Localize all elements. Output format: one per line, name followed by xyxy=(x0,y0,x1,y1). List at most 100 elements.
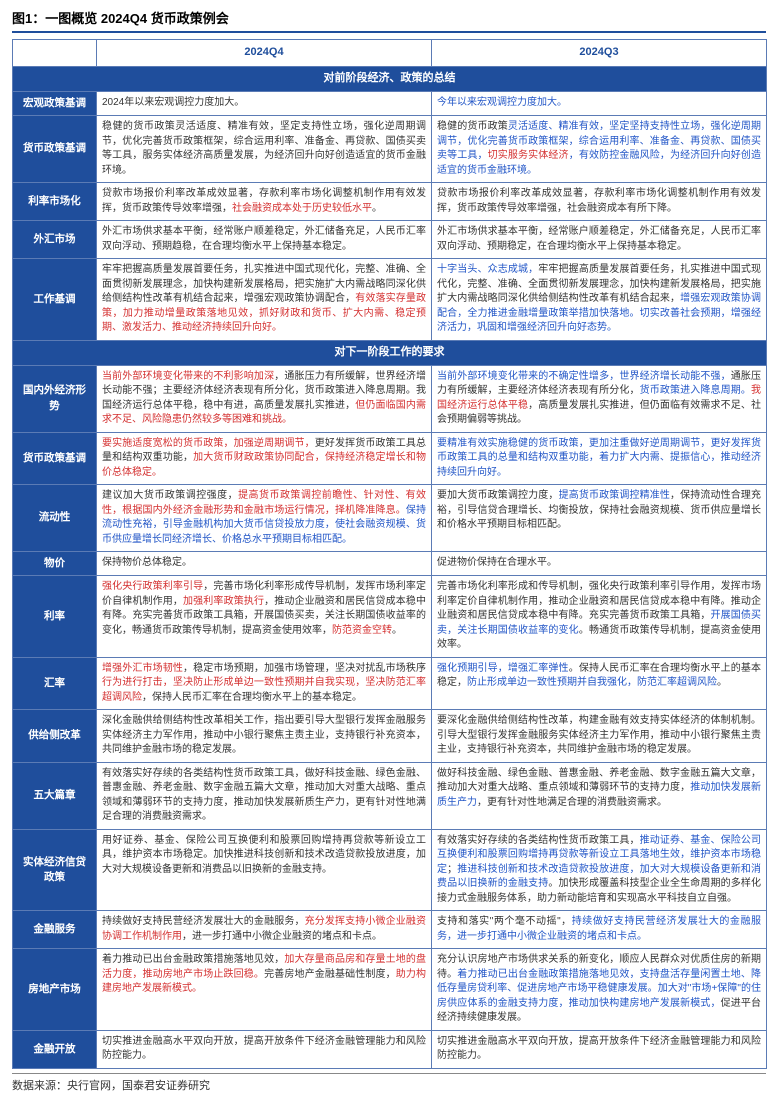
text-fragment: ，保持人民币汇率在合理均衡水平上的基本稳定。 xyxy=(142,692,362,703)
text-fragment: 稳健的货币政策灵活适度、精准有效，坚定支持性立场，强化逆周期调节，优化完善货币政… xyxy=(102,121,426,176)
cell-q3: 强化预期引导，增强汇率弹性。保持人民币汇率在合理均衡水平上的基本稳定，防止形成单… xyxy=(432,657,767,710)
cell-q3: 有效落实好存续的各类结构性货币政策工具，推动证券、基金、保险公司互换便利和股票回… xyxy=(432,829,767,911)
text-fragment: 。 xyxy=(372,203,382,214)
text-fragment: 切实推进金融高水平双向开放，提高开放条件下经济金融管理能力和风险防控能力。 xyxy=(102,1036,426,1062)
cell-q4: 牢牢把握高质量发展首要任务，扎实推进中国式现代化，完整、准确、全面贯彻新发展理念… xyxy=(97,259,432,341)
text-fragment: 要精准有效实施稳健的货币政策，更加注重做好逆周期调节，更好发挥货币政策工具的总量… xyxy=(437,438,761,478)
cell-q3: 外汇市场供求基本平衡，经常账户顺差稳定，外汇储备充足，人民币汇率双向浮动、预期稳… xyxy=(432,221,767,259)
row-label: 货币政策基调 xyxy=(13,116,97,183)
row-label: 供给侧改革 xyxy=(13,710,97,763)
text-fragment: 保持物价总体稳定。 xyxy=(102,557,192,568)
text-fragment: 增强外汇市场韧性 xyxy=(102,663,183,674)
cell-q4: 建议加大货币政策调控强度，提高货币政策调控前瞻性、针对性、有效性，根据国内外经济… xyxy=(97,485,432,552)
cell-q3: 切实推进金融高水平双向开放，提高开放条件下经济金融管理能力和风险防控能力。 xyxy=(432,1030,767,1068)
text-fragment: 今年以来宏观调控力度加大。 xyxy=(437,97,567,108)
col-q4: 2024Q4 xyxy=(97,40,432,67)
text-fragment: 。 xyxy=(392,625,402,636)
cell-q4: 要实施适度宽松的货币政策，加强逆周期调节，更好发挥货币政策工具总量和结构双重功能… xyxy=(97,432,432,485)
text-fragment: 要实施适度宽松的货币政策，加强逆周期调节， xyxy=(102,438,315,449)
text-fragment: 持续做好支持民营经济发展壮大的金融服务， xyxy=(102,916,305,927)
cell-q3: 稳健的货币政策灵活适度、精准有效，坚定坚持支持性立场，强化逆周期调节，优化完善货… xyxy=(432,116,767,183)
row-label: 外汇市场 xyxy=(13,221,97,259)
cell-q4: 2024年以来宏观调控力度加大。 xyxy=(97,91,432,115)
row-label: 汇率 xyxy=(13,657,97,710)
text-fragment: 有效落实好存续的各类结构性货币政策工具， xyxy=(437,835,640,846)
cell-q3: 当前外部环境变化带来的不确定性增多，世界经济增长动能不强，通胀压力有所缓解，主要… xyxy=(432,365,767,432)
text-fragment: 有效落实好存续的各类结构性货币政策工具，做好科技金融、绿色金融、普惠金融、养老金… xyxy=(102,768,426,823)
cell-q3: 促进物价保持在合理水平。 xyxy=(432,552,767,576)
cell-q3: 充分认识房地产市场供求关系的新变化，顺应人民群众对优质住房的新期待。着力推动已出… xyxy=(432,949,767,1031)
cell-q3: 支持和落实"两个毫不动摇"，持续做好支持民营经济发展壮大的金融服务，进一步打通中… xyxy=(432,911,767,949)
data-source: 数据来源：央行官网，国泰君安证券研究 xyxy=(12,1073,766,1093)
cell-q4: 稳健的货币政策灵活适度、精准有效，坚定支持性立场，强化逆周期调节，优化完善货币政… xyxy=(97,116,432,183)
text-fragment: 贷款市场报价利率改革成效显著，存款利率市场化调整机制作用有效发挥，货币政策传导效… xyxy=(437,188,761,214)
cell-q4: 贷款市场报价利率改革成效显著，存款利率市场化调整机制作用有效发挥，货币政策传导效… xyxy=(97,183,432,221)
text-fragment: 社会融资成本处于历史较低水平 xyxy=(232,203,372,214)
text-fragment: 外汇市场供求基本平衡，经常账户顺差稳定，外汇储备充足，人民币汇率双向浮动、预期稳… xyxy=(437,226,761,252)
text-fragment: 要深化金融供给侧结构性改革，构建金融有效支持实体经济的体制机制。引导大型银行发挥… xyxy=(437,715,761,755)
text-fragment: 切实推进金融高水平双向开放，提高开放条件下经济金融管理能力和风险防控能力。 xyxy=(437,1036,761,1062)
row-label: 工作基调 xyxy=(13,259,97,341)
figure-title: 图1：一图概览 2024Q4 货币政策例会 xyxy=(12,8,766,33)
text-fragment: ，更有针对性地满足合理的消费融资需求。 xyxy=(477,797,667,808)
text-fragment: 货币政策进入降息周期。 xyxy=(640,385,751,396)
text-fragment: 强化央行政策利率引导 xyxy=(102,581,203,592)
text-fragment: 提高货币政策调控精准性 xyxy=(559,490,670,501)
cell-q4: 增强外汇市场韧性，稳定市场预期，加强市场管理，坚决对扰乱市场秩序行为进行打击，坚… xyxy=(97,657,432,710)
blank-header xyxy=(13,40,97,67)
text-fragment: 2024年以来宏观调控力度加大。 xyxy=(102,97,244,108)
row-label: 金融开放 xyxy=(13,1030,97,1068)
cell-q4: 强化央行政策利率引导，完善市场化利率形成传导机制，发挥市场利率定价自律机制作用，… xyxy=(97,576,432,658)
text-fragment: 十字当头、众志成城， xyxy=(437,264,538,275)
row-label: 宏观政策基调 xyxy=(13,91,97,115)
cell-q4: 深化金融供给侧结构性改革相关工作，指出要引导大型银行发挥金融服务实体经济主力军作… xyxy=(97,710,432,763)
policy-table: 2024Q4 2024Q3 对前阶段经济、政策的总结 宏观政策基调 2024年以… xyxy=(12,39,767,1069)
text-fragment: 着力推动已出台金融政策措施落地见效，支持盘活存量闲置土地、降低存量房贷利率、促进… xyxy=(437,969,761,1009)
cell-q4: 当前外部环境变化带来的不利影响加深，通胀压力有所缓解，世界经济增长动能不强；主要… xyxy=(97,365,432,432)
text-fragment: 完善房地产金融基础性制度， xyxy=(264,969,396,980)
cell-q3: 要加大货币政策调控力度，提高货币政策调控精准性，保持流动性合理充裕，引导信贷合理… xyxy=(432,485,767,552)
text-fragment: 防止形成单边一致性预期并自我强化，防范汇率超调风险 xyxy=(467,677,717,688)
row-label: 利率市场化 xyxy=(13,183,97,221)
col-q3: 2024Q3 xyxy=(432,40,767,67)
text-fragment: 切实服务实体经济 xyxy=(488,150,569,161)
row-label: 金融服务 xyxy=(13,911,97,949)
row-label: 利率 xyxy=(13,576,97,658)
cell-q3: 十字当头、众志成城，牢牢把握高质量发展首要任务，扎实推进中国式现代化，完整、准确… xyxy=(432,259,767,341)
text-fragment: 着力推动已出台金融政策措施落地见效， xyxy=(102,954,284,965)
cell-q3: 完善市场化利率形成和传导机制，强化央行政策利率引导作用，发挥市场利率定价自律机制… xyxy=(432,576,767,658)
cell-q3: 做好科技金融、绿色金融、普惠金融、养老金融、数字金融五篇大文章，推动加大对重大战… xyxy=(432,762,767,829)
cell-q4: 切实推进金融高水平双向开放，提高开放条件下经济金融管理能力和风险防控能力。 xyxy=(97,1030,432,1068)
text-fragment: 当前外部环境变化带来的不确定性增多，世界经济增长动能不强， xyxy=(437,371,731,382)
text-fragment: 稳健的货币政策 xyxy=(437,121,508,132)
row-label: 国内外经济形势 xyxy=(13,365,97,432)
row-label: 物价 xyxy=(13,552,97,576)
text-fragment: 用好证券、基金、保险公司互换便利和股票回购增持再贷款等新设立工具，维护资本市场稳… xyxy=(102,835,426,875)
row-label: 房地产市场 xyxy=(13,949,97,1031)
row-label: 五大篇章 xyxy=(13,762,97,829)
text-fragment: 深化金融供给侧结构性改革相关工作，指出要引导大型银行发挥金融服务实体经济主力军作… xyxy=(102,715,426,755)
text-fragment: 当前外部环境变化带来的不利影响加深 xyxy=(102,371,274,382)
text-fragment: 建议加大货币政策调控强度， xyxy=(102,490,238,501)
text-fragment: ，稳定市场预期，加强市场管理，坚决对扰乱市场秩序 xyxy=(183,663,426,674)
text-fragment: 强化预期引导，增强汇率弹性 xyxy=(437,663,569,674)
text-fragment: 促进物价保持在合理水平。 xyxy=(437,557,557,568)
cell-q3: 今年以来宏观调控力度加大。 xyxy=(432,91,767,115)
cell-q4: 着力推动已出台金融政策措施落地见效，加大存量商品房和存量土地的盘活力度，推动房地… xyxy=(97,949,432,1031)
cell-q4: 持续做好支持民营经济发展壮大的金融服务，充分发挥支持小微企业融资协调工作机制作用… xyxy=(97,911,432,949)
cell-q4: 有效落实好存续的各类结构性货币政策工具，做好科技金融、绿色金融、普惠金融、养老金… xyxy=(97,762,432,829)
cell-q3: 要深化金融供给侧结构性改革，构建金融有效支持实体经济的体制机制。引导大型银行发挥… xyxy=(432,710,767,763)
text-fragment: 支持和落实"两个毫不动摇"， xyxy=(437,916,572,927)
cell-q4: 用好证券、基金、保险公司互换便利和股票回购增持再贷款等新设立工具，维护资本市场稳… xyxy=(97,829,432,911)
text-fragment: 要加大货币政策调控力度， xyxy=(437,490,559,501)
text-fragment: 加强利率政策执行 xyxy=(183,596,264,607)
text-fragment: ； xyxy=(447,864,457,875)
text-fragment: 防范资金空转 xyxy=(332,625,392,636)
text-fragment: 。 xyxy=(717,677,727,688)
cell-q3: 贷款市场报价利率改革成效显著，存款利率市场化调整机制作用有效发挥，货币政策传导效… xyxy=(432,183,767,221)
row-label: 货币政策基调 xyxy=(13,432,97,485)
text-fragment: 外汇市场供求基本平衡，经常账户顺差稳定，外汇储备充足，人民币汇率双向浮动、预期趋… xyxy=(102,226,426,252)
section-header-2: 对下一阶段工作的要求 xyxy=(13,340,767,365)
row-label: 实体经济信贷政策 xyxy=(13,829,97,911)
cell-q4: 保持物价总体稳定。 xyxy=(97,552,432,576)
